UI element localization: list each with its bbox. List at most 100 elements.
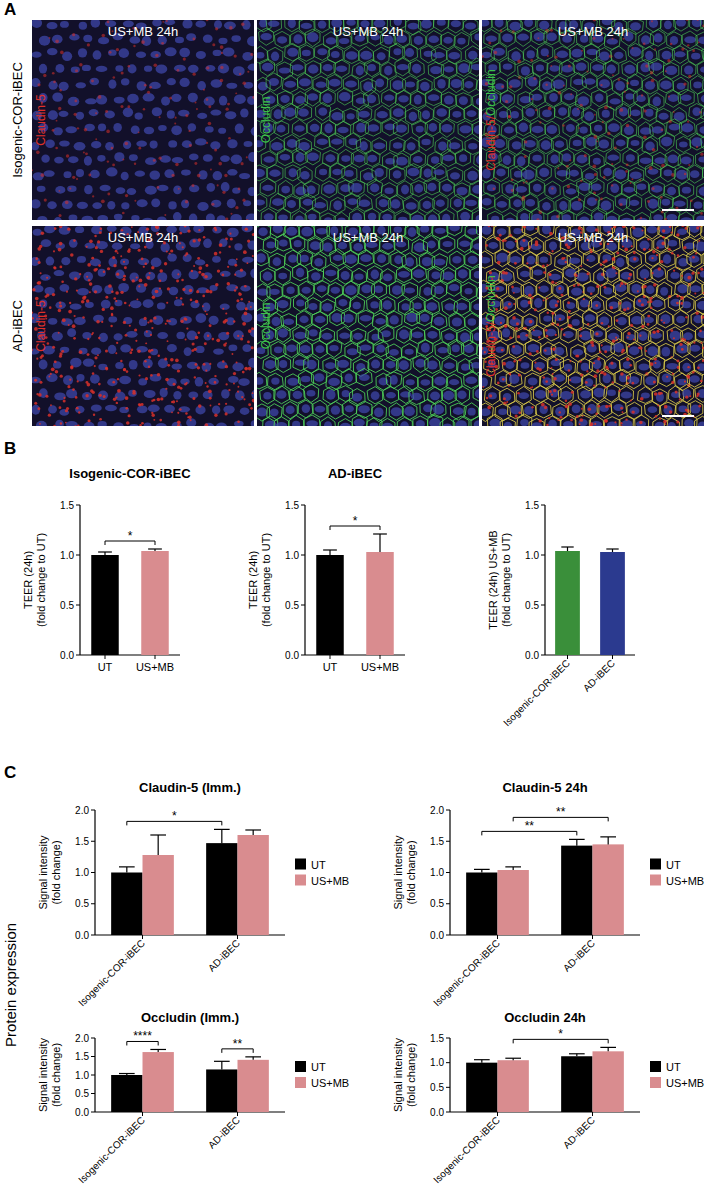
nucleus [277, 36, 287, 44]
nucleus [534, 32, 545, 41]
nucleus [444, 95, 454, 104]
nucleus [503, 63, 513, 69]
nucleus [651, 185, 663, 192]
stain-speck [152, 295, 156, 299]
stain-speck [204, 342, 207, 345]
stain-speck [59, 266, 62, 269]
stain-speck [178, 188, 180, 190]
nucleus [101, 300, 111, 309]
cell-border [690, 196, 704, 214]
nucleus [336, 66, 347, 72]
micrograph [482, 20, 704, 220]
stain-speck [197, 174, 201, 178]
nucleus [428, 215, 437, 220]
stain-speck [87, 383, 91, 387]
nucleus [375, 79, 384, 88]
stain-speck [192, 73, 195, 76]
stain-speck [143, 108, 145, 110]
cell-border [389, 195, 404, 213]
nucleus [127, 188, 137, 195]
cell-border [418, 105, 433, 123]
nucleus [373, 142, 385, 149]
stain-speck [124, 302, 127, 305]
stain-speck [153, 159, 156, 162]
stain-speck [58, 107, 61, 110]
stain-speck [147, 276, 151, 280]
nucleus [584, 78, 595, 84]
stain-speck [151, 327, 153, 329]
nucleus [547, 32, 557, 41]
cell-border [261, 208, 277, 220]
nucleus [407, 142, 416, 150]
cell-border [465, 138, 479, 155]
nucleus [681, 123, 693, 132]
stain-speck [218, 403, 220, 405]
nucleus [39, 64, 47, 74]
stain-speck [136, 298, 138, 300]
stain-speck [193, 239, 196, 242]
stain-speck [697, 20, 699, 21]
stain-speck [244, 367, 248, 371]
nucleus [571, 201, 582, 211]
cell-border [679, 182, 694, 198]
nucleus [603, 168, 612, 177]
cell-border [257, 194, 267, 211]
nucleus [136, 141, 147, 147]
stain-speck [150, 334, 152, 336]
nucleus [197, 113, 207, 119]
stain-speck [117, 378, 119, 380]
nucleus [405, 48, 414, 57]
nucleus [68, 214, 77, 220]
stain-speck [554, 56, 557, 59]
cell-border [604, 211, 619, 220]
nucleus [437, 20, 446, 26]
stain-speck [59, 226, 62, 228]
nucleus [700, 66, 704, 72]
cell-border [321, 213, 336, 220]
stain-speck [166, 250, 168, 252]
stain-speck [107, 267, 110, 270]
nucleus [118, 283, 129, 292]
cell-border [482, 193, 495, 210]
nucleus [98, 123, 106, 131]
cell-border [559, 60, 574, 77]
stain-speck [210, 169, 212, 171]
nucleus [123, 141, 131, 150]
stain-speck [78, 411, 80, 413]
cell-border [500, 29, 516, 47]
stain-speck [242, 371, 245, 374]
stain-speck [194, 376, 196, 378]
stain-speck [63, 397, 65, 399]
nucleus [308, 93, 318, 101]
cell-border [382, 118, 397, 136]
stain-speck [245, 228, 248, 231]
stain-speck [208, 105, 211, 108]
nucleus [668, 94, 679, 102]
nucleus [248, 152, 254, 162]
stain-speck [611, 184, 613, 186]
nucleus [157, 303, 166, 310]
nucleus [300, 171, 309, 180]
cell-border [275, 208, 290, 220]
nucleus [217, 361, 227, 368]
cell-border [296, 104, 312, 121]
stain-speck [137, 349, 141, 353]
stain-speck [144, 84, 147, 87]
nucleus [48, 405, 57, 413]
stain-speck [223, 320, 227, 324]
stain-speck [252, 392, 254, 394]
cell-border [322, 181, 337, 198]
nucleus [260, 33, 271, 40]
nucleus [247, 36, 254, 46]
nucleus [699, 126, 704, 134]
stain-speck [99, 231, 102, 234]
stain-speck [81, 300, 85, 304]
stain-speck [220, 66, 223, 69]
stain-speck [129, 325, 131, 327]
nucleus [195, 259, 205, 265]
cell-border [589, 153, 604, 170]
stain-speck [159, 287, 161, 289]
nucleus [347, 198, 357, 205]
nucleus [165, 47, 177, 56]
stain-speck [116, 273, 119, 276]
